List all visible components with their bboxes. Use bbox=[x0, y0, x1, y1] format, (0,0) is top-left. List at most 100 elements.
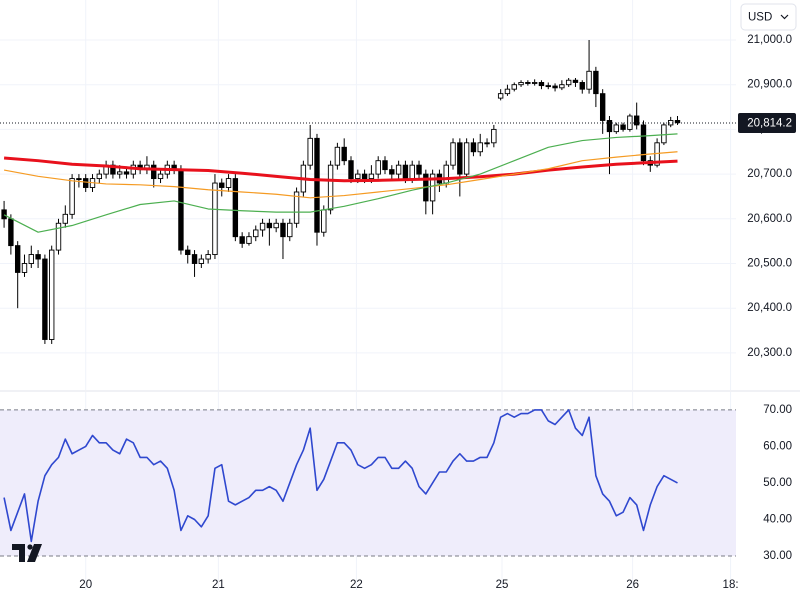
candle-body bbox=[559, 84, 565, 89]
candle-body bbox=[21, 263, 28, 273]
currency-label[interactable]: USD bbox=[748, 12, 772, 24]
candle-body bbox=[640, 124, 647, 162]
candle-body bbox=[219, 182, 225, 188]
candle-body bbox=[450, 142, 456, 166]
candle-body bbox=[368, 173, 375, 180]
candle-body bbox=[280, 222, 286, 238]
candle-body bbox=[620, 124, 626, 130]
candle-body bbox=[96, 173, 103, 180]
candle-body bbox=[293, 191, 300, 224]
candle-body bbox=[579, 82, 585, 90]
candle-body bbox=[470, 142, 477, 153]
candle-body bbox=[613, 124, 619, 133]
candle-body bbox=[239, 236, 245, 244]
candle-body bbox=[49, 249, 55, 340]
currency-button[interactable]: USD bbox=[740, 3, 797, 31]
candle-body bbox=[463, 142, 470, 175]
candle-body bbox=[661, 124, 667, 144]
candle-body bbox=[225, 178, 232, 188]
candle-body bbox=[627, 115, 633, 130]
candle-body bbox=[545, 85, 551, 88]
x-tick-label: 26 bbox=[626, 579, 639, 591]
candle-body bbox=[266, 222, 273, 229]
candle-body bbox=[606, 120, 613, 133]
candle-body bbox=[402, 164, 409, 180]
candle-body bbox=[185, 249, 191, 256]
logo-t bbox=[12, 544, 25, 562]
candle-body bbox=[157, 173, 164, 180]
candle-body bbox=[191, 254, 198, 264]
candle-body bbox=[586, 70, 592, 90]
rsi-line bbox=[3, 409, 678, 543]
candle-body bbox=[491, 128, 497, 144]
candle-body bbox=[55, 222, 62, 251]
plot-layer bbox=[0, 40, 736, 557]
candle-body bbox=[212, 182, 218, 256]
candle-body bbox=[477, 142, 483, 153]
candle-body bbox=[287, 222, 293, 238]
candle-body bbox=[348, 160, 354, 180]
candle-body bbox=[361, 173, 368, 180]
candle-body bbox=[572, 79, 579, 83]
candle-body bbox=[69, 178, 75, 215]
axis-layer: 20 21 22 25 26 18: 20,300.0 20,400.0 20,500.0 20,… bbox=[79, 34, 796, 591]
candle-body bbox=[62, 213, 68, 224]
candle-body bbox=[518, 82, 524, 86]
candle-body bbox=[198, 258, 205, 264]
y-tick-label: 50.00 bbox=[763, 477, 792, 489]
x-tick-label: 21 bbox=[212, 579, 225, 591]
y-tick-label: 70.00 bbox=[763, 404, 792, 416]
candle-body bbox=[599, 93, 606, 121]
candle-body bbox=[307, 137, 313, 166]
x-tick-label: 25 bbox=[496, 579, 509, 591]
candle-body bbox=[484, 142, 490, 145]
candle-body bbox=[416, 164, 422, 175]
candle-body bbox=[321, 209, 327, 233]
candle-body bbox=[674, 120, 681, 124]
candle-body bbox=[565, 79, 572, 86]
x-tick-label: 22 bbox=[350, 579, 363, 591]
y-tick-label: 20,400.0 bbox=[747, 302, 792, 314]
logo-dot bbox=[27, 544, 33, 550]
x-tick-label: 20 bbox=[79, 579, 92, 591]
candle-body bbox=[42, 258, 48, 340]
currency-chevron bbox=[780, 14, 789, 20]
y-tick-label: 60.00 bbox=[763, 440, 792, 452]
y-tick-label: 20,900.0 bbox=[747, 79, 792, 91]
last-price-label: 20,814.2 bbox=[747, 118, 792, 130]
candle-body bbox=[389, 169, 395, 175]
moving-average-line bbox=[3, 156, 678, 183]
candle-body bbox=[246, 236, 252, 244]
candle-body bbox=[355, 173, 361, 180]
y-tick-label: 30.00 bbox=[763, 550, 792, 562]
tradingview-logo bbox=[12, 544, 42, 562]
moving-average-line bbox=[3, 151, 678, 199]
candle-body bbox=[375, 160, 381, 175]
candle-body bbox=[178, 169, 184, 251]
y-tick-label: 20,300.0 bbox=[747, 347, 792, 359]
candle-body bbox=[382, 160, 388, 171]
candle-body bbox=[443, 164, 449, 184]
candle-body bbox=[457, 142, 463, 175]
candle-body bbox=[76, 178, 82, 181]
last-price-tag bbox=[738, 113, 796, 134]
candle-body bbox=[504, 88, 511, 95]
candle-body bbox=[1, 209, 7, 220]
candle-body bbox=[593, 70, 599, 95]
y-tick-label: 20,700.0 bbox=[747, 168, 792, 180]
y-tick-label: 40.00 bbox=[763, 514, 792, 526]
candle-body bbox=[633, 115, 640, 126]
candle-body bbox=[273, 222, 279, 229]
candle-body bbox=[8, 218, 14, 247]
logo-v bbox=[27, 544, 42, 562]
candle-body bbox=[327, 164, 334, 211]
y-tick-label: 20,600.0 bbox=[747, 213, 792, 225]
currency-button-frame[interactable] bbox=[740, 3, 797, 31]
candle-body bbox=[117, 171, 123, 175]
candle-body bbox=[525, 82, 531, 84]
candle-body bbox=[259, 222, 266, 231]
candle-body bbox=[83, 178, 89, 188]
candle-body bbox=[511, 84, 517, 90]
